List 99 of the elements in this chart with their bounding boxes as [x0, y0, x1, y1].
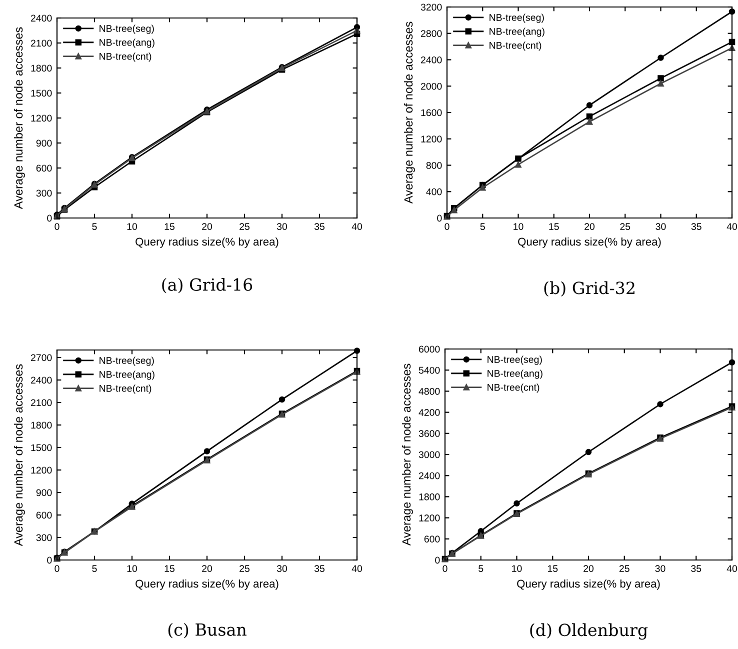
legend-label: NB-tree(seg)	[490, 14, 544, 23]
text: (b) Grid-32	[544, 281, 634, 297]
y-tick-label: 2700	[31, 354, 52, 362]
y-tick-label: 3200	[420, 4, 442, 11]
x-tick-label: 5	[92, 565, 97, 572]
y-axis-title: Average number of node accesses	[404, 22, 415, 204]
legend-label: NB-tree(cnt)	[100, 52, 152, 62]
y-tick-label: 900	[36, 140, 52, 147]
x-tick-label: 25	[619, 565, 630, 572]
x-axis-title: Query radius size(% by area)	[136, 579, 278, 590]
legend-label: NB-tree(ang)	[490, 28, 544, 37]
legend-label: NB-tree(cnt)	[488, 384, 540, 393]
legend-label: NB-tree(seg)	[100, 24, 154, 34]
y-tick-label: 900	[36, 489, 52, 496]
x-tick-label: 5	[92, 223, 97, 230]
y-tick-label: 1200	[419, 514, 440, 522]
y-tick-label: 2400	[31, 14, 52, 22]
y-tick-label: 400	[426, 188, 442, 196]
y-tick-label: 1800	[31, 422, 52, 429]
y-tick-label: 1800	[31, 64, 52, 72]
y-tick-label: 2400	[421, 56, 442, 64]
y-axis-title: Average number of node accesses	[402, 364, 413, 546]
y-tick-label: 5400	[418, 366, 440, 374]
y-tick-label: 0	[435, 556, 440, 564]
x-tick-label: 25	[240, 565, 250, 572]
text: (a) Grid-16	[162, 278, 252, 294]
x-tick-label: 0	[54, 565, 60, 572]
x-axis-title: Query radius size(% by area)	[518, 237, 661, 248]
y-tick-label: 1800	[419, 493, 440, 500]
y-tick-label: 1200	[421, 136, 442, 142]
y-tick-label: 1600	[421, 109, 442, 116]
x-tick-label: 30	[656, 223, 666, 230]
y-tick-label: 4800	[418, 388, 440, 395]
y-tick-label: 600	[36, 512, 52, 519]
x-tick-label: 35	[691, 223, 702, 230]
y-tick-label: 0	[437, 214, 442, 222]
y-tick-label: 1200	[31, 114, 52, 122]
y-axis-title: Average number of node accesses	[14, 364, 25, 546]
x-tick-label: 0	[444, 223, 450, 230]
y-axis-title: Average number of node accesses	[14, 27, 25, 210]
y-tick-label: 3000	[418, 451, 440, 458]
legend-label: NB-tree(seg)	[100, 356, 154, 366]
y-tick-label: 3600	[418, 430, 440, 438]
y-tick-label: 4200	[418, 409, 440, 416]
x-tick-label: 15	[164, 565, 174, 572]
legend-label: NB-tree(cnt)	[490, 42, 542, 51]
x-tick-label: 40	[352, 565, 362, 572]
y-tick-label: 800	[426, 162, 442, 169]
y-tick-label: 2100	[31, 40, 52, 47]
x-tick-label: 25	[240, 223, 250, 230]
y-tick-label: 2100	[31, 399, 52, 406]
legend-label: NB-tree(cnt)	[100, 384, 152, 394]
x-tick-label: 0	[54, 223, 60, 230]
text: (c) Busan	[168, 623, 246, 638]
x-tick-label: 15	[549, 223, 559, 230]
x-tick-label: 35	[314, 565, 324, 572]
legend-label: NB-tree(ang)	[488, 370, 542, 379]
x-tick-label: 20	[584, 223, 595, 230]
x-tick-label: 10	[127, 565, 138, 572]
y-tick-label: 2400	[419, 472, 440, 480]
y-tick-label: 600	[424, 536, 440, 543]
x-axis-title: Query radius size(% by area)	[517, 579, 660, 590]
legend-label: NB-tree(seg)	[488, 356, 542, 365]
x-tick-label: 5	[480, 223, 485, 230]
y-tick-label: 1500	[31, 444, 52, 452]
x-tick-label: 30	[276, 565, 288, 572]
y-tick-label: 600	[36, 164, 52, 172]
x-tick-label: 30	[276, 223, 288, 230]
x-tick-label: 10	[514, 223, 524, 230]
x-axis-title: Query radius size(% by area)	[136, 237, 278, 248]
x-tick-label: 15	[164, 223, 174, 230]
y-tick-label: 2800	[421, 30, 442, 37]
legend-label: NB-tree(ang)	[100, 370, 154, 380]
x-tick-label: 0	[442, 565, 448, 572]
x-tick-label: 40	[726, 223, 738, 230]
x-tick-label: 35	[691, 565, 702, 572]
y-tick-label: 1500	[31, 90, 52, 97]
y-tick-label: 0	[47, 214, 52, 222]
x-tick-label: 10	[512, 565, 522, 572]
x-tick-label: 30	[655, 565, 666, 572]
x-tick-label: 15	[548, 565, 558, 572]
y-tick-label: 0	[47, 556, 52, 564]
x-tick-label: 40	[726, 565, 738, 572]
x-tick-label: 5	[478, 565, 484, 572]
y-tick-label: 2400	[31, 376, 52, 384]
x-tick-label: 20	[584, 565, 594, 572]
x-tick-label: 25	[620, 223, 630, 230]
x-tick-label: 20	[202, 565, 212, 572]
y-tick-label: 6000	[419, 346, 440, 353]
x-tick-label: 20	[202, 223, 212, 230]
y-tick-label: 1200	[31, 466, 52, 474]
text: (d) Oldenburg	[530, 623, 648, 640]
y-tick-label: 300	[36, 190, 52, 197]
x-tick-label: 35	[314, 223, 324, 230]
y-tick-label: 2000	[421, 82, 442, 90]
x-tick-label: 10	[127, 223, 138, 230]
y-tick-label: 300	[36, 534, 52, 542]
x-tick-label: 40	[352, 223, 362, 230]
legend-label: NB-tree(ang)	[100, 38, 154, 48]
